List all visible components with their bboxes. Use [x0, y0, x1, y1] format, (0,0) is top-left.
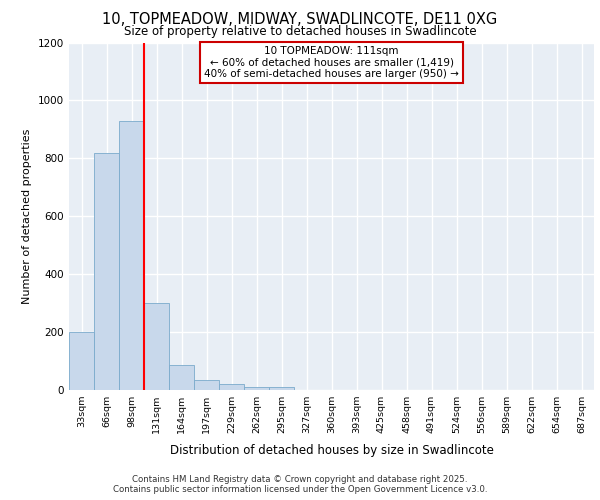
Y-axis label: Number of detached properties: Number of detached properties	[22, 128, 32, 304]
Bar	[219, 384, 244, 390]
Text: Size of property relative to detached houses in Swadlincote: Size of property relative to detached ho…	[124, 25, 476, 38]
Bar	[169, 366, 194, 390]
Bar	[69, 332, 94, 390]
Text: 10 TOPMEADOW: 111sqm
← 60% of detached houses are smaller (1,419)
40% of semi-de: 10 TOPMEADOW: 111sqm ← 60% of detached h…	[204, 46, 459, 79]
Bar	[119, 120, 144, 390]
Text: Contains HM Land Registry data © Crown copyright and database right 2025.
Contai: Contains HM Land Registry data © Crown c…	[113, 474, 487, 494]
Bar	[144, 303, 169, 390]
Bar	[244, 387, 269, 390]
Bar	[269, 387, 294, 390]
Text: 10, TOPMEADOW, MIDWAY, SWADLINCOTE, DE11 0XG: 10, TOPMEADOW, MIDWAY, SWADLINCOTE, DE11…	[103, 12, 497, 28]
X-axis label: Distribution of detached houses by size in Swadlincote: Distribution of detached houses by size …	[170, 444, 493, 458]
Bar	[94, 152, 119, 390]
Bar	[194, 380, 219, 390]
